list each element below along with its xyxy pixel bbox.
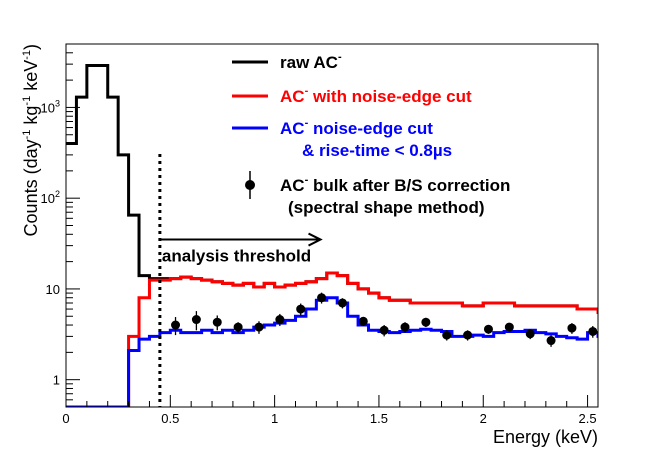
y-tick-exponent: 2 bbox=[55, 189, 60, 199]
histogram-series-3 bbox=[66, 296, 598, 407]
data-point-marker bbox=[191, 315, 201, 325]
data-point bbox=[504, 322, 514, 332]
legend-label-superscript: - bbox=[338, 51, 342, 63]
data-point bbox=[191, 311, 201, 331]
x-tick-label: 2.5 bbox=[579, 411, 597, 426]
data-point-marker bbox=[504, 322, 514, 332]
legend-label-text: noise-edge cut bbox=[308, 119, 433, 138]
data-point-marker bbox=[463, 330, 473, 340]
legend-entry-bulk: AC- bulk after B/S correction (spectral s… bbox=[245, 171, 510, 217]
y-tick-exponent: 3 bbox=[55, 98, 60, 108]
y-axis-title-part: Counts (day bbox=[21, 139, 41, 236]
data-point bbox=[254, 321, 264, 334]
data-point-marker bbox=[337, 298, 347, 308]
data-point bbox=[588, 326, 598, 338]
x-axis-title: Energy (keV) bbox=[493, 427, 598, 447]
data-point-marker bbox=[358, 316, 368, 326]
legend-entry-rise: AC- noise-edge cut & rise-time < 0.8µs bbox=[232, 117, 452, 160]
data-point-marker bbox=[296, 304, 306, 314]
data-point-marker bbox=[525, 329, 535, 339]
data-point-marker bbox=[254, 322, 264, 332]
legend-label-text: bulk after B/S correction bbox=[308, 176, 510, 195]
y-tick-label: 102 bbox=[41, 189, 60, 206]
y-tick-base: 10 bbox=[41, 191, 55, 206]
y-axis-title-part: ) bbox=[21, 44, 41, 50]
data-point bbox=[171, 317, 181, 336]
x-tick-label: 1 bbox=[271, 411, 278, 426]
x-tick-label: 0 bbox=[62, 411, 69, 426]
data-point bbox=[296, 303, 306, 316]
legend-label: raw AC- bbox=[280, 51, 342, 72]
data-point bbox=[400, 322, 410, 333]
x-tick-label: 0.5 bbox=[161, 411, 179, 426]
threshold-label: analysis threshold bbox=[162, 247, 311, 266]
histogram-series-2 bbox=[66, 271, 598, 407]
legend-label-text: AC bbox=[280, 119, 305, 138]
data-point bbox=[483, 324, 493, 334]
data-point bbox=[212, 315, 222, 331]
data-point bbox=[379, 325, 389, 337]
legend-label: AC- with noise-edge cut bbox=[280, 85, 472, 106]
data-point-marker bbox=[233, 322, 243, 332]
y-axis-title-part: kg bbox=[21, 106, 41, 130]
y-tick-base: 10 bbox=[41, 100, 55, 115]
data-point-marker bbox=[567, 323, 577, 333]
threshold-arrow-head bbox=[308, 232, 323, 247]
y-axis-title: Counts (day-1 kg-1 keV-1) bbox=[21, 44, 41, 236]
legend-label-text: with noise-edge cut bbox=[308, 87, 472, 106]
data-point bbox=[546, 335, 556, 347]
data-point-marker bbox=[442, 330, 452, 340]
legend-label-text: AC bbox=[280, 87, 305, 106]
legend-label-line2: & rise-time < 0.8µs bbox=[302, 141, 452, 160]
data-point-marker bbox=[275, 315, 285, 325]
legend-label-text: AC bbox=[280, 176, 305, 195]
data-point-marker bbox=[588, 326, 598, 336]
y-axis-title-part: keV bbox=[21, 60, 41, 96]
y-axis-title-exponent: -1 bbox=[21, 50, 33, 60]
legend-entry-raw: raw AC- bbox=[232, 51, 342, 72]
data-point bbox=[275, 313, 285, 327]
data-point-marker bbox=[171, 320, 181, 330]
y-axis-title-exponent: -1 bbox=[21, 96, 33, 106]
y-tick-label: 10 bbox=[46, 282, 60, 297]
data-point bbox=[525, 329, 535, 340]
y-axis-title-exponent: -1 bbox=[21, 130, 33, 140]
points-layer bbox=[171, 292, 598, 347]
data-point-marker bbox=[483, 324, 493, 334]
data-point bbox=[233, 322, 243, 333]
data-point bbox=[337, 298, 347, 309]
x-tick-label: 1.5 bbox=[370, 411, 388, 426]
y-tick-label: 1 bbox=[53, 373, 60, 388]
legend-label: AC- noise-edge cut bbox=[280, 117, 433, 138]
legend-label-superscript: - bbox=[305, 117, 309, 129]
data-point bbox=[358, 316, 368, 327]
legend-swatch-point bbox=[245, 180, 255, 190]
data-point bbox=[317, 292, 327, 304]
x-tick-label: 2 bbox=[480, 411, 487, 426]
legend-entry-noise: AC- with noise-edge cut bbox=[232, 85, 472, 106]
legend-label-text: raw AC bbox=[280, 53, 338, 72]
data-point bbox=[421, 317, 431, 328]
series-layer bbox=[66, 63, 598, 407]
data-point-marker bbox=[212, 317, 222, 327]
legend-label: AC- bulk after B/S correction bbox=[280, 174, 510, 195]
legend-label-superscript: - bbox=[305, 174, 309, 186]
legend-label-superscript: - bbox=[305, 85, 309, 97]
data-point-marker bbox=[317, 293, 327, 303]
legend-label-line2: (spectral shape method) bbox=[288, 198, 485, 217]
data-point-marker bbox=[546, 336, 556, 346]
data-point-marker bbox=[379, 325, 389, 335]
data-point-marker bbox=[421, 317, 431, 327]
data-point bbox=[442, 330, 452, 341]
data-point-marker bbox=[400, 322, 410, 332]
data-point bbox=[463, 330, 473, 341]
data-point bbox=[567, 323, 577, 334]
threshold-layer: analysis threshold bbox=[158, 154, 323, 407]
y-tick-label: 103 bbox=[41, 98, 60, 115]
